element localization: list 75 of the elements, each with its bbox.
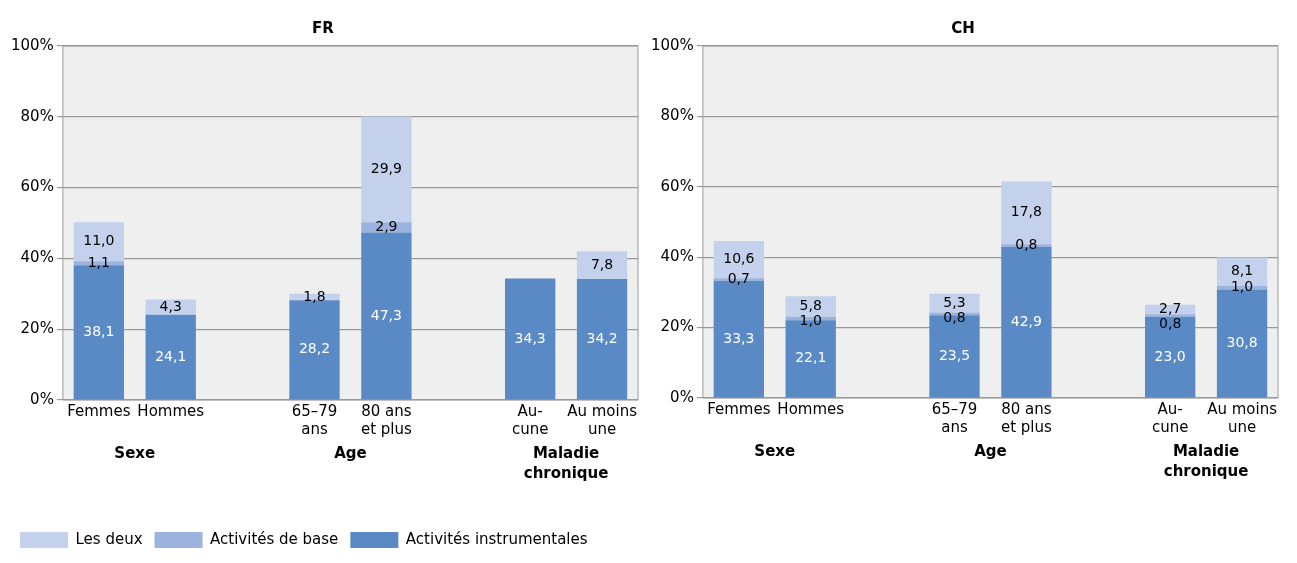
y-tick-label: 20% <box>660 317 694 336</box>
y-tick-label: 0% <box>670 387 694 406</box>
text: Sexe <box>754 441 796 460</box>
data-label: 23,0 <box>1154 347 1186 364</box>
bar <box>145 314 196 400</box>
x-tick-label: 65–79 ans <box>291 401 338 438</box>
data-label: 0,8 <box>943 308 966 325</box>
bar <box>576 278 628 400</box>
legend-label: Activités instrumentales <box>405 529 588 548</box>
data-label: 1,0 <box>1230 278 1254 295</box>
legend-label: Activités de base <box>210 529 339 548</box>
data-label: 4,3 <box>159 297 182 314</box>
y-tick-label: 40% <box>660 247 694 266</box>
x-tick-label: 80 ans et plus <box>1000 399 1053 436</box>
data-label: 42,9 <box>1010 312 1042 329</box>
y-tick-label: 40% <box>20 248 54 267</box>
y-tick-label: 60% <box>660 176 694 195</box>
x-tick-label: Au-cune <box>1151 399 1189 436</box>
text: Maladie chronique <box>523 443 609 482</box>
data-label: 1,1 <box>87 253 110 270</box>
chart-title: CH <box>951 18 975 37</box>
x-tick-label: Femmes <box>707 399 771 418</box>
bar <box>576 251 628 279</box>
y-tick-label: 100% <box>650 35 694 54</box>
data-label: 28,2 <box>298 340 331 357</box>
data-label: 1,0 <box>799 312 822 329</box>
data-label: 24,1 <box>155 347 187 364</box>
x-tick-label: 80 ans et plus <box>360 401 413 438</box>
data-label: 5,3 <box>943 293 966 310</box>
y-tick-label: 80% <box>660 106 694 125</box>
text: Sexe <box>114 443 156 462</box>
data-label: 0,8 <box>1159 315 1182 332</box>
bar <box>1145 317 1196 398</box>
bar <box>145 299 196 315</box>
data-label: 2,7 <box>1159 300 1182 317</box>
y-tick-label: 100% <box>10 35 54 54</box>
text: Maladie chronique <box>1163 441 1249 480</box>
y-tick-label: 0% <box>30 389 54 408</box>
bar <box>1145 314 1196 318</box>
data-label: 34,3 <box>514 329 546 346</box>
data-label: 0,8 <box>1015 236 1038 253</box>
data-label: 0,7 <box>727 270 750 287</box>
bar <box>361 116 412 223</box>
text: Age <box>334 443 367 462</box>
y-tick-label: 20% <box>20 319 54 338</box>
data-label: 2,9 <box>375 218 398 235</box>
x-tick-label: Au-cune <box>511 401 549 438</box>
data-label: 5,8 <box>799 297 822 314</box>
data-label: 11,0 <box>83 232 115 249</box>
data-label: 22,1 <box>795 349 827 366</box>
chart-title: FR <box>312 18 335 37</box>
data-label: 10,6 <box>723 250 755 267</box>
x-tick-label: 65–79 ans <box>931 399 978 436</box>
data-label: 33,3 <box>723 329 755 346</box>
x-tick-label: Hommes <box>137 401 205 420</box>
data-label: 8,1 <box>1230 262 1254 279</box>
data-label: 34,2 <box>586 329 618 346</box>
y-tick-label: 60% <box>20 177 54 196</box>
data-label: 38,1 <box>83 322 115 339</box>
x-tick-label: Au moins une <box>567 401 638 438</box>
legend-label: Les deux <box>75 529 143 548</box>
data-label: 1,8 <box>303 287 326 304</box>
bar <box>505 278 556 400</box>
data-label: 30,8 <box>1226 334 1258 351</box>
bar <box>361 232 412 400</box>
x-tick-label: Femmes <box>67 401 131 420</box>
data-label: 23,5 <box>938 346 971 363</box>
text: Age <box>974 441 1007 460</box>
data-label: 47,3 <box>370 306 402 323</box>
x-tick-label: Hommes <box>777 399 845 418</box>
data-label: 7,8 <box>590 255 614 272</box>
y-tick-label: 80% <box>20 106 54 125</box>
data-label: 29,9 <box>370 160 402 177</box>
x-tick-label: Au moins une <box>1207 399 1278 436</box>
data-label: 17,8 <box>1010 203 1042 220</box>
